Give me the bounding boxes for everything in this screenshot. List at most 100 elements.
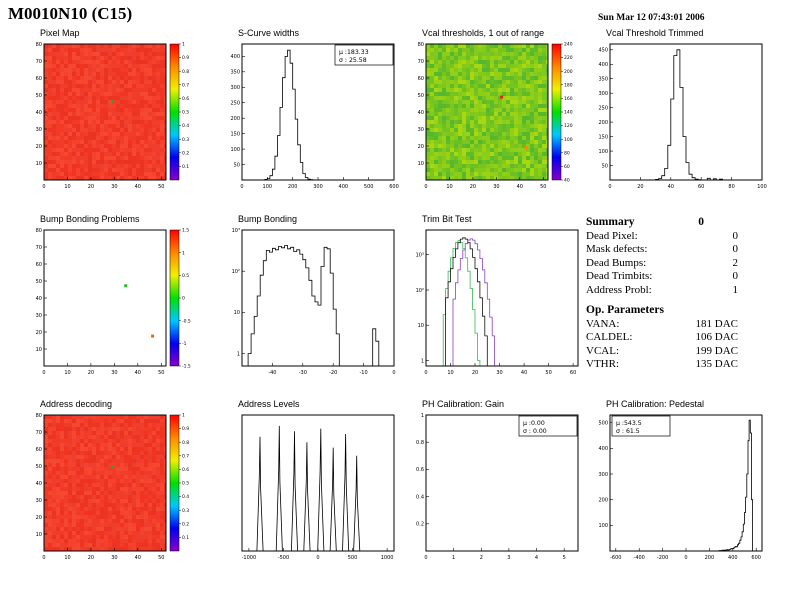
svg-text:1: 1 [182,413,185,419]
svg-text:0.5: 0.5 [182,273,189,279]
panel-title: Pixel Map [40,28,80,38]
svg-text:-20: -20 [329,370,337,376]
panel-address-decoding: Address decoding 0 10 20 30 40 50 10 20 30 40 50 60… [20,399,212,569]
svg-text:0.4: 0.4 [416,494,424,500]
svg-text:1: 1 [237,351,240,357]
timestamp: Sun Mar 12 07:43:01 2006 [598,13,705,23]
svg-text:400: 400 [728,555,738,561]
panel-bump-bonding: Bump Bonding -40 -30 -20 -10 0 1 10 10² 10³ [218,214,410,384]
svg-text:0.9: 0.9 [182,55,189,61]
svg-text:10³: 10³ [416,253,424,259]
summary-row-address-probl: Address Probl: 1 [586,284,738,298]
svg-text:40: 40 [36,110,42,116]
svg-text:-0.5: -0.5 [182,318,191,324]
svg-text:-1.5: -1.5 [182,364,191,370]
svg-text:3: 3 [507,555,510,561]
bump-bonding-plot: -40 -30 -20 -10 0 1 10 10² 10³ [232,228,396,376]
summary-value: 0 [732,270,739,282]
svg-text:50: 50 [545,370,551,376]
panel-title: Vcal thresholds, 1 out of range [422,28,545,38]
panel-trim-bit-test: Trim Bit Test 0 10 20 30 40 50 60 1 10 10² 10³ [402,214,594,384]
svg-text:0: 0 [42,555,45,561]
svg-text:40: 40 [418,110,424,116]
svg-text:60: 60 [36,262,42,268]
op-parameters-heading: Op. Parameters [586,304,664,316]
svg-text:100: 100 [230,147,240,153]
svg-text:500: 500 [364,184,374,190]
bump-bonding-problems-plot: 0 10 20 30 40 50 10 20 30 40 50 60 70 80 -1.5 -1 -0.5 0 0.… [36,228,191,376]
svg-text:0: 0 [684,555,687,561]
svg-text:10²: 10² [232,269,240,275]
svg-text:10: 10 [446,184,452,190]
svg-text:0: 0 [240,184,243,190]
svg-text:1: 1 [421,413,424,419]
svg-text:160: 160 [564,96,573,102]
svg-text:5: 5 [563,555,566,561]
svg-text:400: 400 [230,54,240,60]
svg-text:50: 50 [158,555,164,561]
svg-text:600: 600 [751,555,761,561]
svg-text:σ : 25.58: σ : 25.58 [339,57,367,64]
svg-text:30: 30 [418,127,424,133]
panel-title: PH Calibration: Pedestal [606,399,705,409]
svg-text:50: 50 [602,163,608,169]
svg-text:150: 150 [598,134,608,140]
svg-text:0.6: 0.6 [182,467,189,473]
svg-text:600: 600 [389,184,399,190]
svg-text:1: 1 [421,358,424,364]
svg-text:300: 300 [598,472,608,478]
summary-value: 0 [732,243,739,255]
svg-text:400: 400 [598,446,608,452]
svg-text:σ : 61.5: σ : 61.5 [616,428,640,435]
svg-text:70: 70 [36,430,42,436]
svg-text:-500: -500 [278,555,289,561]
svg-text:50: 50 [540,184,546,190]
svg-text:0.8: 0.8 [416,440,424,446]
svg-text:30: 30 [111,184,117,190]
svg-text:0.8: 0.8 [182,440,189,446]
panel-title: Bump Bonding Problems [40,214,140,224]
svg-text:-30: -30 [299,370,307,376]
svg-text:10: 10 [64,555,70,561]
summary-panel: Summary 0 Dead Pixel: 0 Mask defects: 0 … [586,216,778,372]
svg-text:60: 60 [418,76,424,82]
summary-row-dead-pixel: Dead Pixel: 0 [586,230,738,244]
panel-pixel-map: Pixel Map 0 10 20 30 40 50 10 20 30 40 50 60 70 80 0.1… [20,28,212,198]
panel-title: PH Calibration: Gain [422,399,505,409]
svg-text:10: 10 [64,184,70,190]
svg-text:40: 40 [564,178,570,184]
op-label: VTHR: [586,358,619,370]
svg-text:0: 0 [182,296,185,302]
op-label: CALDEL: [586,331,633,343]
svg-text:300: 300 [230,85,240,91]
svg-text:500: 500 [598,421,608,427]
svg-text:60: 60 [570,370,576,376]
panel-vcal-thresholds: Vcal thresholds, 1 out of range 0 10 20 30 4… [402,28,594,198]
svg-text:20: 20 [418,144,424,150]
op-label: VCAL: [586,344,619,357]
svg-text:10: 10 [447,370,453,376]
panel-title: Bump Bonding [238,214,298,224]
svg-text:0.2: 0.2 [182,521,189,527]
panel-ph-calibration-pedestal: PH Calibration: Pedestal -600 -400 -200 0 20… [586,399,778,569]
svg-text:0: 0 [42,184,45,190]
svg-text:100: 100 [263,184,273,190]
svg-text:350: 350 [598,77,608,83]
svg-text:0.4: 0.4 [182,123,189,129]
vcal-threshold-trimmed-plot: 0 20 40 60 80 100 50 100 150 200 250 300 350 400 450 [598,43,767,190]
svg-text:80: 80 [418,42,424,48]
svg-text:0: 0 [392,370,395,376]
svg-text:60: 60 [564,164,570,170]
svg-text:1: 1 [182,250,185,256]
ph-calibration-pedestal-plot: -600 -400 -200 0 200 400 600 100 200 300 400 500 μ :… [598,414,763,561]
svg-text:40: 40 [521,370,527,376]
svg-text:40: 40 [668,184,674,190]
summary-label: Mask defects: [586,243,648,255]
svg-text:200: 200 [230,116,240,122]
svg-text:450: 450 [598,48,608,54]
panel-title: Address decoding [40,399,113,409]
svg-text:10: 10 [418,161,424,167]
svg-text:40: 40 [135,184,141,190]
svg-text:60: 60 [36,76,42,82]
